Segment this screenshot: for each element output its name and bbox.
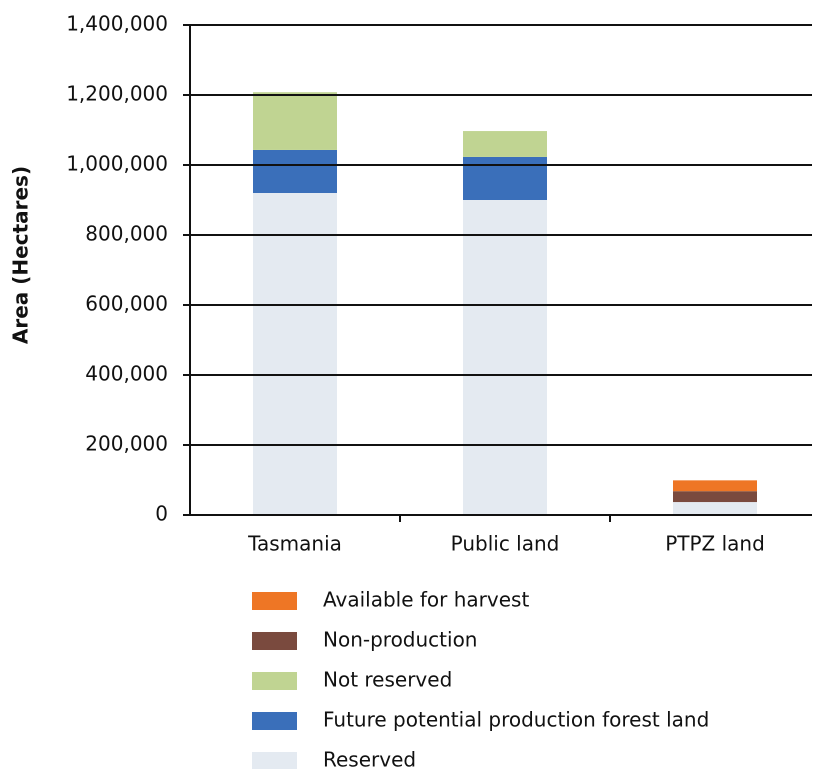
bars	[253, 92, 757, 515]
y-tick-label: 1,200,000	[66, 82, 168, 106]
y-tick-label: 400,000	[85, 362, 168, 386]
y-tick-label: 200,000	[85, 432, 168, 456]
legend-label: Future potential production forest land	[323, 708, 709, 732]
bar-segment	[463, 131, 547, 157]
bar-segment	[463, 156, 547, 200]
legend-swatch	[252, 592, 297, 610]
legend-label: Not reserved	[323, 668, 452, 692]
bar-segment	[463, 200, 547, 515]
bar-segment	[253, 92, 337, 150]
x-tick-label: Public land	[451, 532, 560, 556]
bar-segment	[673, 502, 757, 515]
x-tick-label: Tasmania	[247, 532, 342, 556]
legend-swatch	[252, 712, 297, 730]
bar-segment	[673, 491, 757, 503]
legend-swatch	[252, 752, 297, 769]
legend-label: Available for harvest	[323, 588, 529, 612]
y-tick-label: 800,000	[85, 222, 168, 246]
y-tick-label: 1,400,000	[66, 12, 168, 36]
bar-segment	[673, 480, 757, 492]
y-tick-label: 0	[155, 502, 168, 526]
legend-swatch	[252, 672, 297, 690]
bar-segment	[253, 149, 337, 193]
bar-segment	[253, 193, 337, 515]
y-tick-label: 1,000,000	[66, 152, 168, 176]
legend-label: Reserved	[323, 748, 416, 769]
legend-swatch	[252, 632, 297, 650]
y-axis-label: Area (Hectares)	[9, 166, 33, 344]
y-tick-label: 600,000	[85, 292, 168, 316]
x-tick-label: PTPZ land	[665, 532, 765, 556]
legend-label: Non-production	[323, 628, 477, 652]
